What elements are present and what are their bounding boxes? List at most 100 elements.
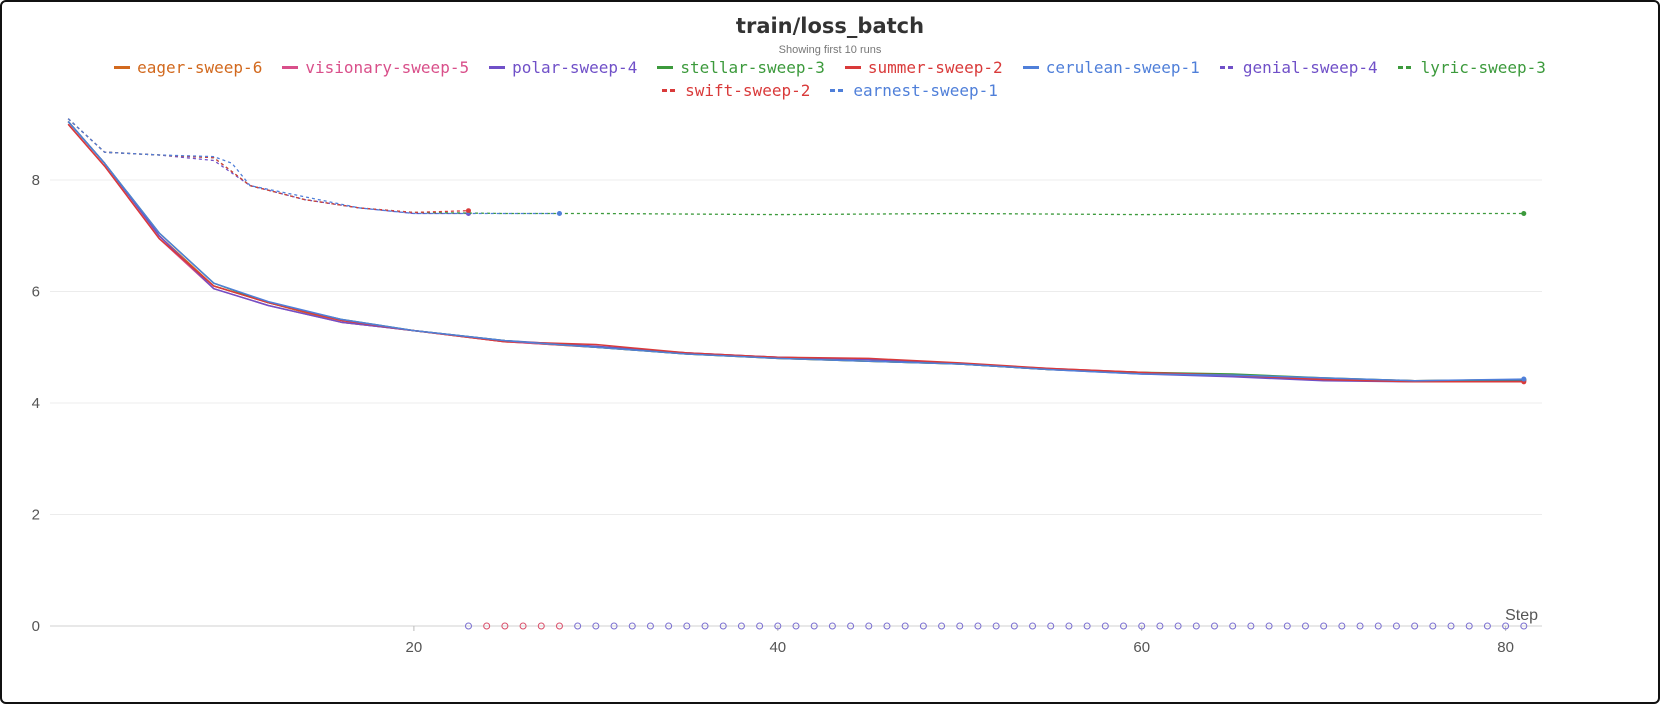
baseline-marker (483, 622, 491, 630)
baseline-marker (701, 622, 709, 630)
x-tick-label: 40 (769, 639, 786, 656)
baseline-marker (1174, 622, 1182, 630)
baseline-marker (847, 622, 855, 630)
baseline-marker (1010, 622, 1018, 630)
legend-label: visionary-sweep-5 (305, 58, 470, 77)
baseline-marker (1502, 622, 1510, 630)
legend-item[interactable]: visionary-sweep-5 (282, 58, 469, 77)
baseline-marker (810, 622, 818, 630)
baseline-marker (1465, 622, 1473, 630)
baseline-marker (555, 622, 563, 630)
series-line-cerulean-sweep-1 (67, 121, 1524, 382)
baseline-marker (883, 622, 891, 630)
x-tick-label: 20 (406, 639, 423, 656)
baseline-marker (792, 622, 800, 630)
legend-swatch-icon (1022, 62, 1039, 73)
legend-item[interactable]: eager-sweep-6 (114, 58, 262, 77)
series-end-point (1521, 376, 1527, 382)
legend-label: polar-sweep-4 (512, 58, 638, 77)
series-line-genial-sweep-4 (67, 118, 469, 215)
baseline-marker (610, 622, 618, 630)
legend-item[interactable]: lyric-sweep-3 (1397, 58, 1546, 77)
baseline-marker (683, 622, 691, 630)
legend-label: cerulean-sweep-1 (1045, 58, 1200, 77)
legend-label: stellar-sweep-3 (680, 58, 825, 77)
baseline-marker (828, 622, 836, 630)
baseline-marker (1156, 622, 1164, 630)
legend-label: genial-sweep-4 (1242, 58, 1378, 77)
legend-item[interactable]: cerulean-sweep-1 (1022, 58, 1200, 77)
legend-swatch-icon (1219, 62, 1236, 73)
baseline-marker (901, 622, 909, 630)
legend-swatch-icon (114, 62, 131, 73)
baseline-marker (1411, 622, 1419, 630)
baseline-marker (519, 622, 527, 630)
baseline-marker (1229, 622, 1237, 630)
series-line-lyric-sweep-3 (67, 118, 1524, 216)
legend-item[interactable]: genial-sweep-4 (1219, 58, 1378, 77)
series-line-polar-sweep-4 (67, 121, 1524, 383)
legend-label: earnest-sweep-1 (853, 81, 998, 100)
series-end-point (1521, 210, 1527, 216)
legend-swatch-icon (844, 62, 861, 73)
series-line-earnest-sweep-1 (67, 118, 560, 215)
baseline-marker (628, 622, 636, 630)
x-axis-label: Step (1505, 607, 1538, 624)
baseline-marker (1265, 622, 1273, 630)
baseline-marker (1065, 622, 1073, 630)
legend-item[interactable]: stellar-sweep-3 (657, 58, 825, 77)
x-tick-label: 60 (1133, 639, 1150, 656)
baseline-marker (1374, 622, 1382, 630)
baseline-marker (974, 622, 982, 630)
legend-item[interactable]: summer-sweep-2 (844, 58, 1003, 77)
chart-legend: eager-sweep-6 visionary-sweep-5 polar-swee… (82, 58, 1578, 100)
y-tick-label: 0 (32, 618, 40, 635)
y-tick-label: 8 (32, 172, 40, 189)
legend-label: summer-sweep-2 (867, 58, 1003, 77)
legend-item[interactable]: swift-sweep-2 (662, 81, 810, 100)
legend-swatch-icon (1397, 62, 1414, 73)
baseline-marker (1447, 622, 1455, 630)
baseline-marker (938, 622, 946, 630)
baseline-marker (1138, 622, 1146, 630)
legend-swatch-icon (830, 85, 847, 96)
chart-title: train/loss_batch (735, 14, 925, 38)
series-line-summer-sweep-2 (67, 123, 1524, 383)
baseline-marker (1210, 622, 1218, 630)
legend-label: swift-sweep-2 (685, 81, 811, 100)
baseline-marker (1120, 622, 1128, 630)
baseline-marker (1192, 622, 1200, 630)
y-tick-label: 6 (32, 284, 40, 301)
baseline-marker (1247, 622, 1255, 630)
baseline-marker (1283, 622, 1291, 630)
y-tick-label: 2 (32, 507, 40, 524)
series-end-point (556, 210, 562, 216)
baseline-marker (1101, 622, 1109, 630)
legend-label: eager-sweep-6 (137, 58, 263, 77)
baseline-marker (501, 622, 509, 630)
baseline-marker (1029, 622, 1037, 630)
baseline-marker (719, 622, 727, 630)
legend-swatch-icon (657, 62, 674, 73)
baseline-marker (865, 622, 873, 630)
series-end-point (465, 208, 471, 214)
baseline-marker (1392, 622, 1400, 630)
baseline-marker (992, 622, 1000, 630)
baseline-marker (1301, 622, 1309, 630)
legend-swatch-icon (662, 85, 679, 96)
baseline-marker (574, 622, 582, 630)
baseline-marker (1083, 622, 1091, 630)
baseline-marker (646, 622, 654, 630)
legend-item[interactable]: polar-sweep-4 (489, 58, 637, 77)
baseline-marker (1483, 622, 1491, 630)
legend-item[interactable]: earnest-sweep-1 (830, 81, 998, 100)
legend-label: lyric-sweep-3 (1420, 58, 1546, 77)
baseline-marker (1429, 622, 1437, 630)
chart-subtitle: Showing first 10 runs (778, 44, 882, 56)
series-line-stellar-sweep-3 (67, 121, 1524, 382)
x-tick-label: 80 (1497, 639, 1514, 656)
baseline-marker (1356, 622, 1364, 630)
baseline-marker (665, 622, 673, 630)
